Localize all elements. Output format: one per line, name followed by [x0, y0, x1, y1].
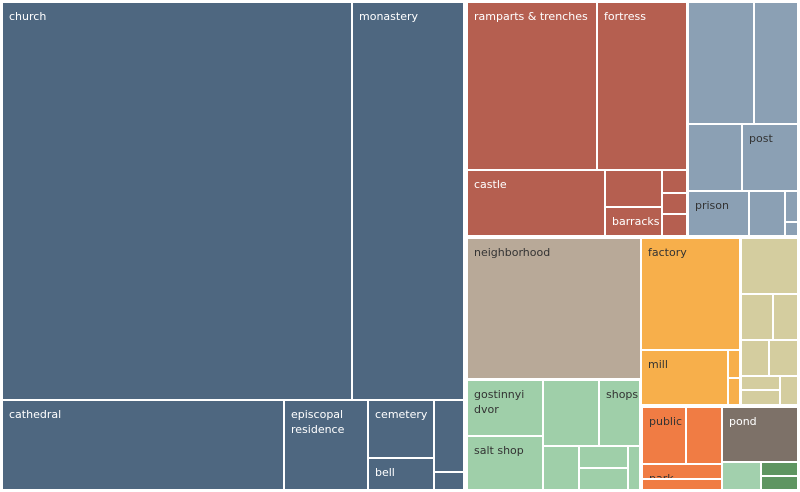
treemap-tile-ramparts-trenches[interactable]: ramparts & trenches — [467, 2, 597, 170]
treemap-label: bell — [375, 466, 395, 479]
treemap-tile-cathedral[interactable]: cathedral — [2, 400, 284, 490]
treemap-tile-other-5[interactable] — [769, 340, 798, 376]
treemap-tile-prison[interactable]: prison — [688, 191, 749, 236]
treemap-tile-cemetery[interactable]: cemetery — [368, 400, 434, 458]
treemap-tile-public-other-1[interactable] — [686, 407, 722, 464]
treemap-tile-industrial-other-1[interactable] — [728, 350, 740, 378]
treemap-tile-religious-other-2[interactable] — [434, 472, 464, 490]
treemap-label: church — [9, 10, 47, 23]
treemap-tile-mill[interactable]: mill — [641, 350, 728, 405]
treemap-tile-gostinnyi-dvor[interactable]: gostinnyi dvor — [467, 380, 543, 436]
treemap-label: shops — [606, 388, 639, 401]
treemap-label: neighborhood — [474, 246, 551, 259]
treemap-tile-barracks[interactable]: barracks — [605, 207, 662, 236]
treemap-label: prison — [695, 199, 729, 212]
treemap-label: cathedral — [9, 408, 62, 421]
treemap-tile-military-other-2[interactable] — [662, 170, 687, 193]
treemap-tile-public-other-2[interactable] — [642, 479, 722, 490]
treemap-tile-other-4[interactable] — [741, 340, 769, 376]
treemap-tile-industrial-other-2[interactable] — [728, 378, 740, 405]
treemap-tile-bell[interactable]: bell — [368, 458, 434, 490]
treemap-tile-neighborhood[interactable]: neighborhood — [467, 238, 641, 379]
treemap-tile-small-green-1[interactable] — [722, 462, 761, 490]
treemap-label: mill — [648, 358, 668, 371]
treemap-tile-other-7[interactable] — [780, 376, 798, 405]
treemap-label: barracks — [612, 215, 660, 228]
treemap-label: episcopal residence — [291, 408, 345, 436]
treemap-label: salt shop — [474, 444, 524, 457]
treemap-tile-other-1[interactable] — [741, 238, 798, 294]
treemap-tile-episcopal-residence[interactable]: episcopal residence — [284, 400, 368, 490]
treemap-tile-military-other-4[interactable] — [662, 214, 687, 236]
treemap-tile-fortress[interactable]: fortress — [597, 2, 687, 170]
treemap-tile-castle[interactable]: castle — [467, 170, 605, 236]
treemap-tile-shops[interactable]: shops — [599, 380, 640, 446]
treemap-label: park — [649, 472, 674, 479]
treemap-label: post — [749, 132, 773, 145]
treemap-label: factory — [648, 246, 687, 259]
treemap-tile-commercial-other-2[interactable] — [543, 446, 579, 490]
treemap-tile-church[interactable]: church — [2, 2, 352, 400]
treemap-label: fortress — [604, 10, 646, 23]
treemap-tile-post[interactable]: post — [742, 124, 798, 191]
treemap-tile-administrative-other-1[interactable] — [688, 2, 754, 124]
treemap-tile-administrative-other-5[interactable] — [785, 191, 798, 222]
treemap-label: cemetery — [375, 408, 428, 421]
treemap-tile-military-other-3[interactable] — [662, 193, 687, 214]
treemap-tile-garden-2[interactable] — [761, 476, 798, 490]
treemap-tile-administrative-other-6[interactable] — [785, 222, 798, 236]
treemap-label: monastery — [359, 10, 419, 23]
treemap-label: ramparts & trenches — [474, 10, 588, 23]
treemap-tile-commercial-other-4[interactable] — [579, 468, 628, 490]
treemap-tile-religious-other-1[interactable] — [434, 400, 464, 472]
treemap-tile-other-2[interactable] — [741, 294, 773, 340]
treemap-label: castle — [474, 178, 507, 191]
treemap-tile-other-3[interactable] — [773, 294, 798, 340]
treemap-label: pond — [729, 415, 757, 428]
treemap-tile-public[interactable]: public — [642, 407, 686, 464]
treemap-label: public — [649, 415, 683, 428]
treemap-tile-other-6[interactable] — [741, 376, 780, 390]
treemap-tile-administrative-other-4[interactable] — [749, 191, 785, 236]
treemap-tile-factory[interactable]: factory — [641, 238, 740, 350]
treemap-tile-commercial-other-1[interactable] — [543, 380, 599, 446]
treemap-tile-monastery[interactable]: monastery — [352, 2, 464, 400]
treemap-tile-salt-shop[interactable]: salt shop — [467, 436, 543, 490]
treemap-tile-commercial-other-3[interactable] — [579, 446, 628, 468]
treemap-tile-pond[interactable]: pond — [722, 407, 798, 462]
treemap-tile-garden-1[interactable] — [761, 462, 798, 476]
treemap-tile-administrative-other-3[interactable] — [688, 124, 742, 191]
treemap-tile-other-8[interactable] — [741, 390, 780, 405]
treemap-tile-administrative-other-2[interactable] — [754, 2, 798, 124]
treemap-tile-military-other-1[interactable] — [605, 170, 662, 207]
treemap-tile-commercial-other-5[interactable] — [628, 446, 640, 490]
treemap-tile-park[interactable]: park — [642, 464, 722, 479]
treemap-label: gostinnyi dvor — [474, 388, 525, 416]
